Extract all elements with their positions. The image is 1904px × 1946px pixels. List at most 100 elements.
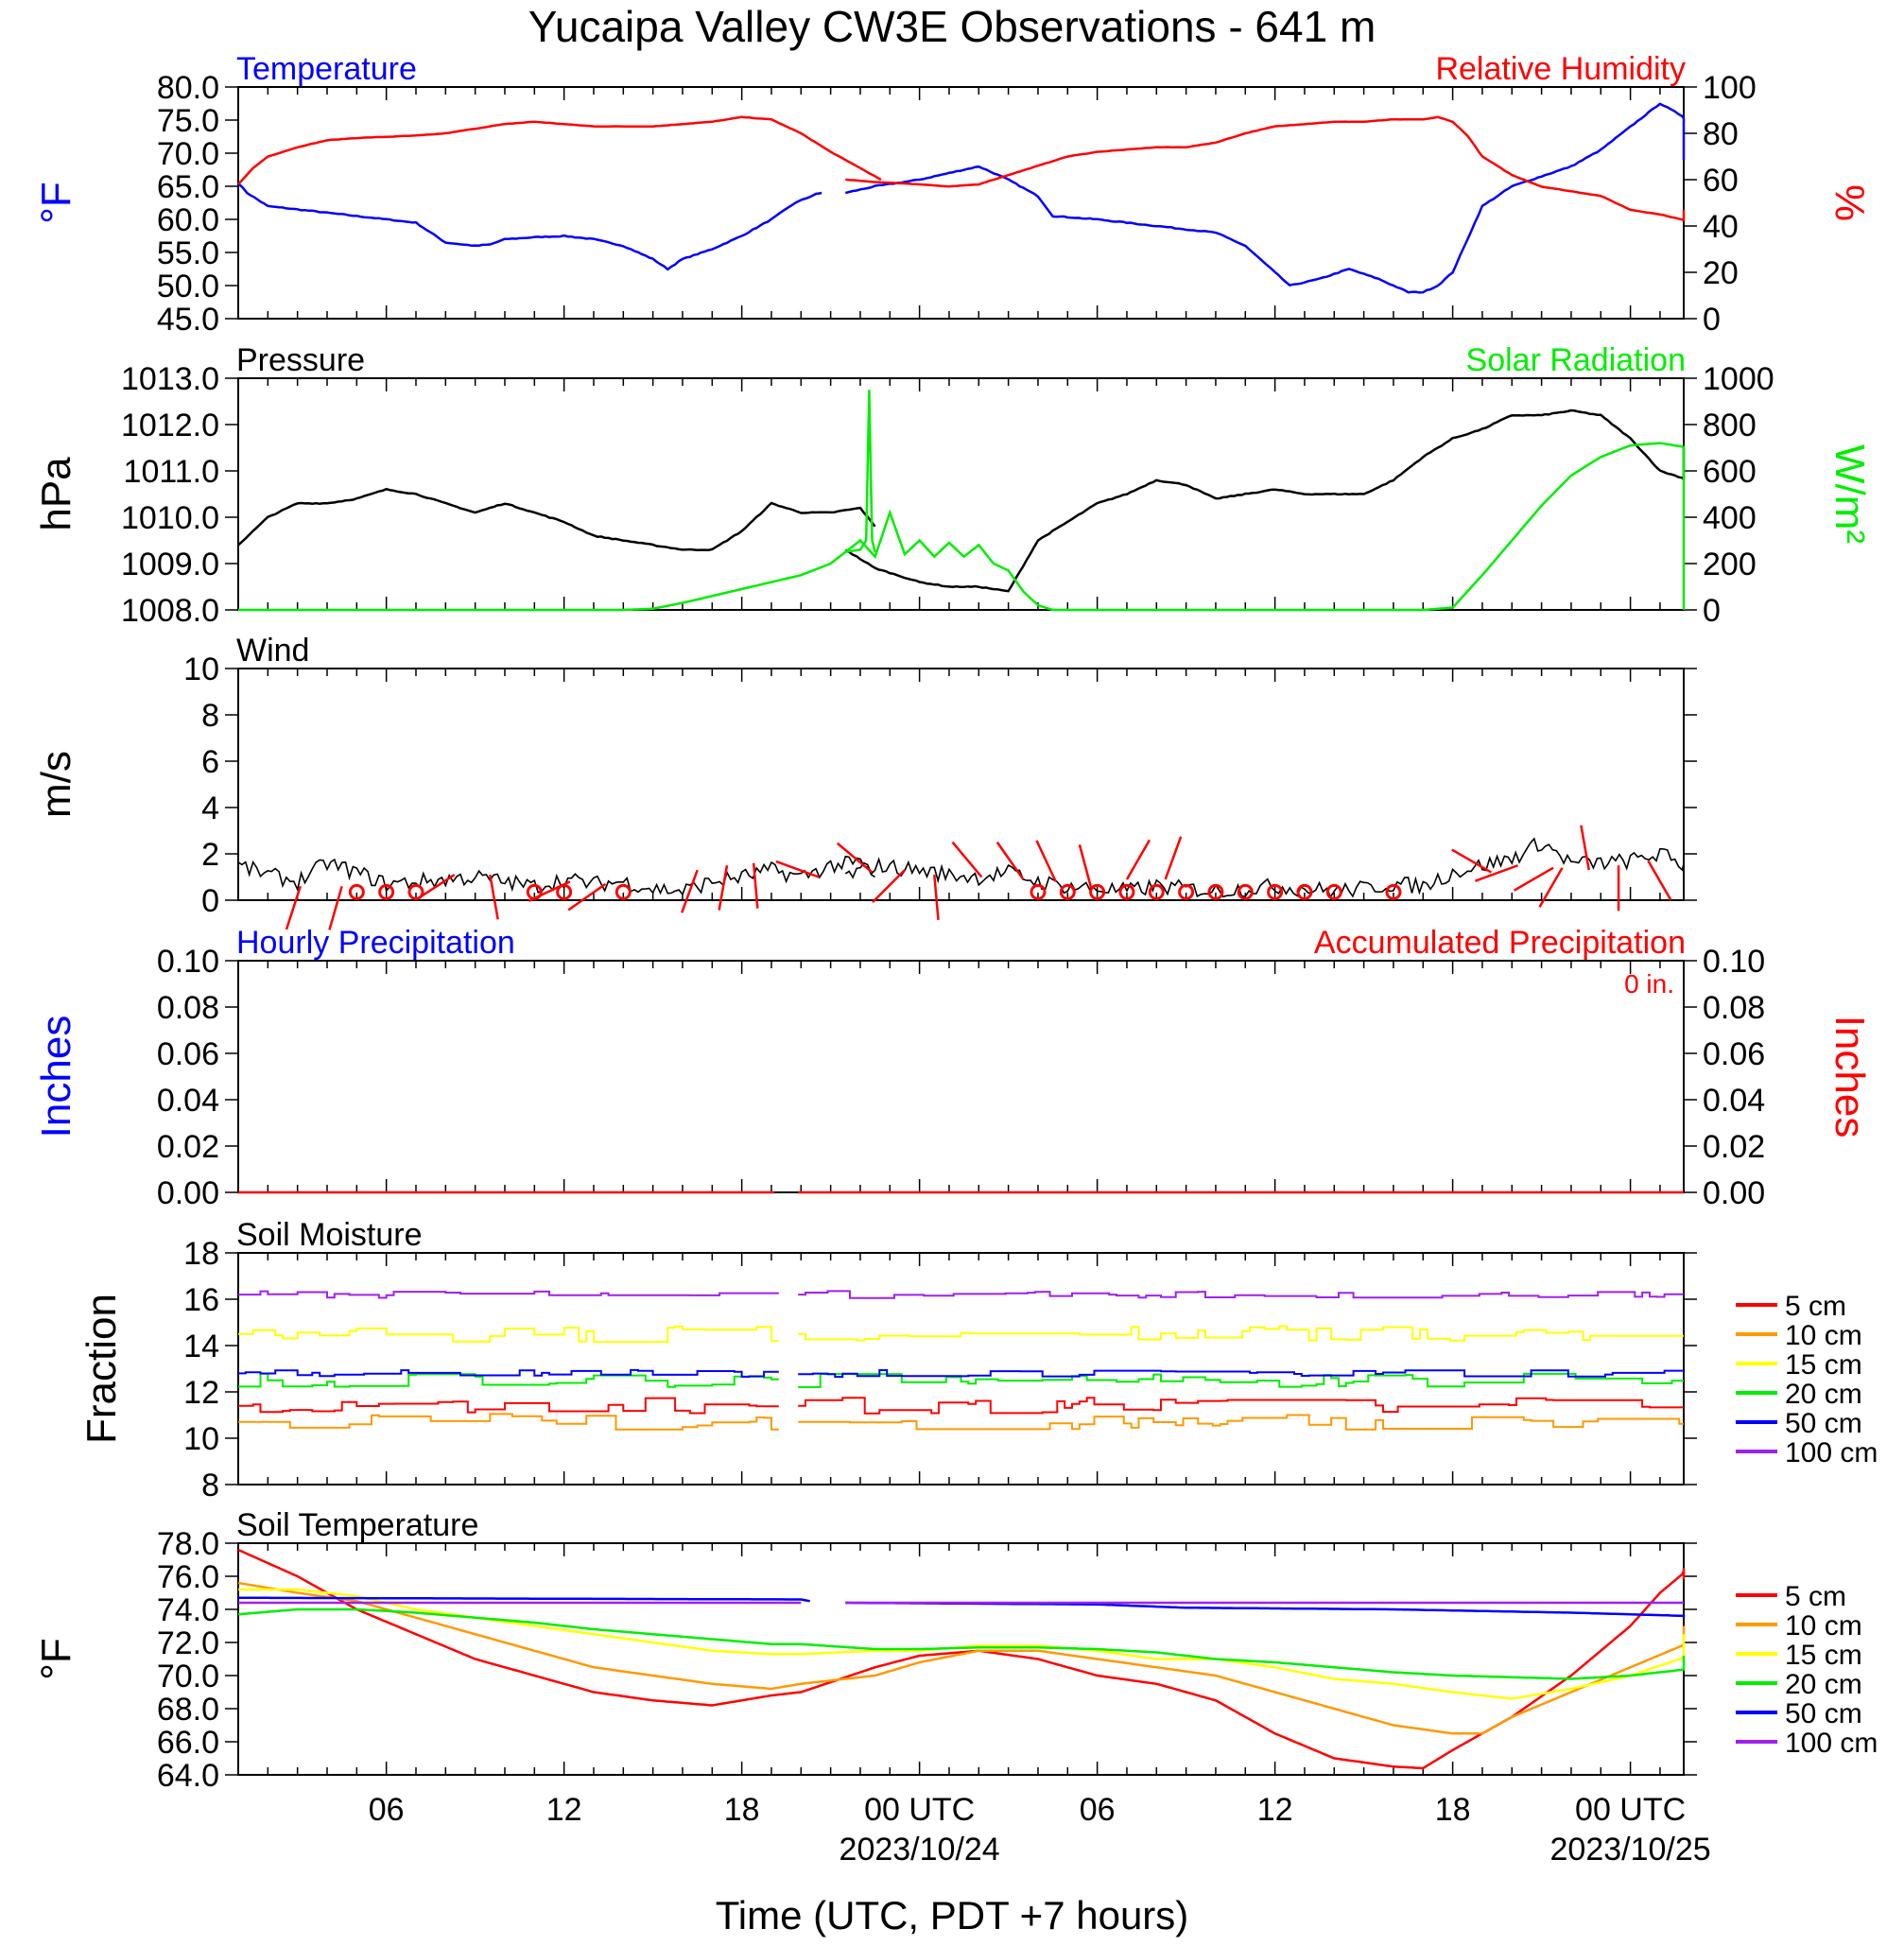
y-tick-label-right: 200	[1703, 547, 1757, 582]
wind-barb	[872, 869, 906, 903]
series-line-1	[237, 1581, 1686, 1735]
calm-marker	[526, 883, 543, 900]
y-tick-label-left: 10	[183, 652, 219, 687]
x-tick-label: 00 UTC	[864, 1792, 975, 1828]
plot-frame	[237, 668, 1685, 901]
series-20-cm-segment-1	[798, 1372, 1684, 1388]
wind-barb	[933, 874, 940, 920]
series-line-1	[844, 837, 1685, 899]
calm-marker	[1089, 883, 1106, 900]
y-tick-label-right: 800	[1703, 408, 1757, 443]
wind-barb	[1451, 848, 1492, 874]
x-tick-date-label: 2023/10/24	[839, 1832, 1000, 1868]
legend-label: 15 cm	[1785, 1640, 1862, 1671]
calm-marker	[348, 883, 365, 900]
y-tick-label-left: 8	[201, 1468, 219, 1503]
calm-marker	[1296, 883, 1313, 900]
y-tick-label-left: 1012.0	[121, 408, 219, 443]
y-tick-label-right: 0.00	[1703, 1175, 1765, 1211]
wind-barb	[1035, 840, 1057, 882]
series-line-0	[237, 182, 822, 271]
wind-barb	[718, 865, 729, 911]
series-50-cm-segment-0	[238, 1368, 779, 1378]
series-15-cm-segment-0	[238, 1325, 779, 1343]
y-axis-label-right: %	[1826, 184, 1873, 221]
legend-label: 20 cm	[1785, 1379, 1862, 1410]
y-tick-label-right: 0.04	[1703, 1083, 1765, 1119]
y-tick-label-left: 0	[201, 883, 219, 919]
legend-label: 100 cm	[1785, 1437, 1878, 1468]
y-tick-label-right: 20	[1703, 255, 1739, 291]
legend-label: 20 cm	[1785, 1669, 1862, 1700]
legend-label: 5 cm	[1785, 1291, 1846, 1322]
y-tick-label-left: 6	[201, 744, 219, 780]
plot-frame	[237, 960, 1685, 1193]
calm-marker	[1148, 883, 1165, 900]
plot-frame	[237, 86, 1685, 320]
panel-title-right: Accumulated Precipitation	[1314, 925, 1686, 961]
x-tick-label: 18	[1435, 1792, 1471, 1828]
y-axis-label-left: °F	[33, 1638, 79, 1679]
y-tick-label-left: 45.0	[157, 302, 219, 338]
series-20-cm-segment-0	[238, 1372, 779, 1388]
series-15-cm-segment-1	[798, 1325, 1684, 1342]
y-tick-label-left: 0.10	[157, 944, 219, 980]
series-5-cm-segment-0	[238, 1397, 779, 1415]
y-tick-label-right: 400	[1703, 500, 1757, 536]
series-line-0	[237, 855, 876, 896]
calm-marker	[1030, 883, 1047, 900]
wind-barb	[567, 882, 607, 912]
panel-title-left: Soil Moisture	[236, 1217, 423, 1253]
x-tick-label: 12	[1257, 1792, 1293, 1828]
panel-title-right: Solar Radiation	[1466, 342, 1686, 378]
wind-barb	[489, 874, 499, 920]
y-axis-label-left: Fraction	[78, 1294, 125, 1444]
wind-barb	[328, 885, 343, 930]
legend-label: 15 cm	[1785, 1349, 1862, 1381]
x-tick-date-label: 2023/10/25	[1550, 1832, 1711, 1868]
y-tick-label-left: 1013.0	[121, 361, 219, 397]
series-line-2	[238, 1588, 1686, 1700]
y-tick-label-left: 78.0	[157, 1526, 219, 1562]
y-axis-label-right: Inches	[1826, 1016, 1873, 1138]
y-tick-label-right: 80	[1703, 116, 1739, 152]
y-tick-label-left: 12	[183, 1375, 219, 1411]
x-tick-label: 18	[724, 1792, 760, 1828]
y-tick-label-left: 1008.0	[121, 593, 219, 629]
y-tick-label-left: 1009.0	[121, 547, 219, 582]
panel-title-left: Pressure	[236, 342, 365, 378]
series-line-5	[845, 1601, 1686, 1618]
panel-soil-temperature: 64.066.068.070.072.074.076.078.0 Soil Tem…	[33, 1507, 1878, 1794]
wind-barb	[1538, 867, 1564, 908]
legend-label: 50 cm	[1785, 1408, 1862, 1439]
panel-title-left: Temperature	[236, 51, 417, 87]
y-tick-label-right: 0.10	[1703, 944, 1765, 980]
y-tick-label-left: 70.0	[157, 136, 219, 172]
series-line-2	[237, 115, 882, 185]
precip-total-label: 0 in.	[1624, 969, 1674, 999]
wind-barb	[775, 860, 820, 878]
y-tick-label-left: 1010.0	[121, 500, 219, 536]
y-tick-label-left: 18	[183, 1236, 219, 1272]
x-tick-label: 06	[1080, 1792, 1116, 1828]
series-line-4	[238, 1596, 810, 1603]
y-tick-label-right: 0	[1703, 302, 1721, 338]
y-axis-label-left: m/s	[33, 751, 79, 818]
y-tick-label-left: 65.0	[157, 169, 219, 205]
wind-barb	[1580, 825, 1590, 871]
legend-label: 5 cm	[1785, 1581, 1846, 1612]
y-tick-label-left: 2	[201, 837, 219, 873]
y-tick-label-left: 68.0	[157, 1692, 219, 1728]
x-tick-label: 00 UTC	[1575, 1792, 1686, 1828]
panel-temperature-humidity: 45.050.055.060.065.070.075.080.0 0 20 40 60 8…	[33, 51, 1873, 338]
y-tick-label-left: 1011.0	[124, 454, 219, 490]
series-10-cm-segment-0	[238, 1413, 779, 1431]
wind-barb	[285, 885, 302, 930]
series-100-cm-segment-0	[238, 1290, 779, 1299]
legend-label: 50 cm	[1785, 1698, 1862, 1729]
panel-precipitation: 0.00 0.02 0.04 0.06 0.08 0.10 0.00 0.02 0.04 0.06…	[33, 925, 1873, 1211]
y-tick-label-left: 0.04	[157, 1083, 219, 1119]
calm-marker	[556, 883, 573, 900]
y-tick-label-left: 75.0	[157, 103, 219, 139]
calm-marker	[407, 883, 424, 900]
